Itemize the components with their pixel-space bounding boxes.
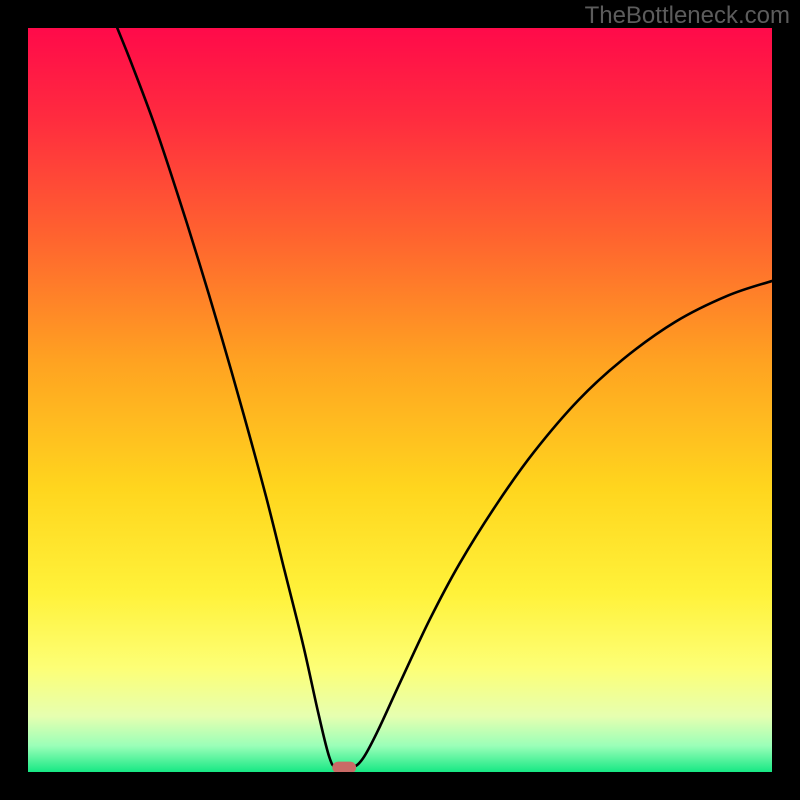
bottleneck-chart (0, 0, 800, 800)
optimal-point-marker (332, 762, 356, 774)
gradient-background (28, 28, 772, 772)
